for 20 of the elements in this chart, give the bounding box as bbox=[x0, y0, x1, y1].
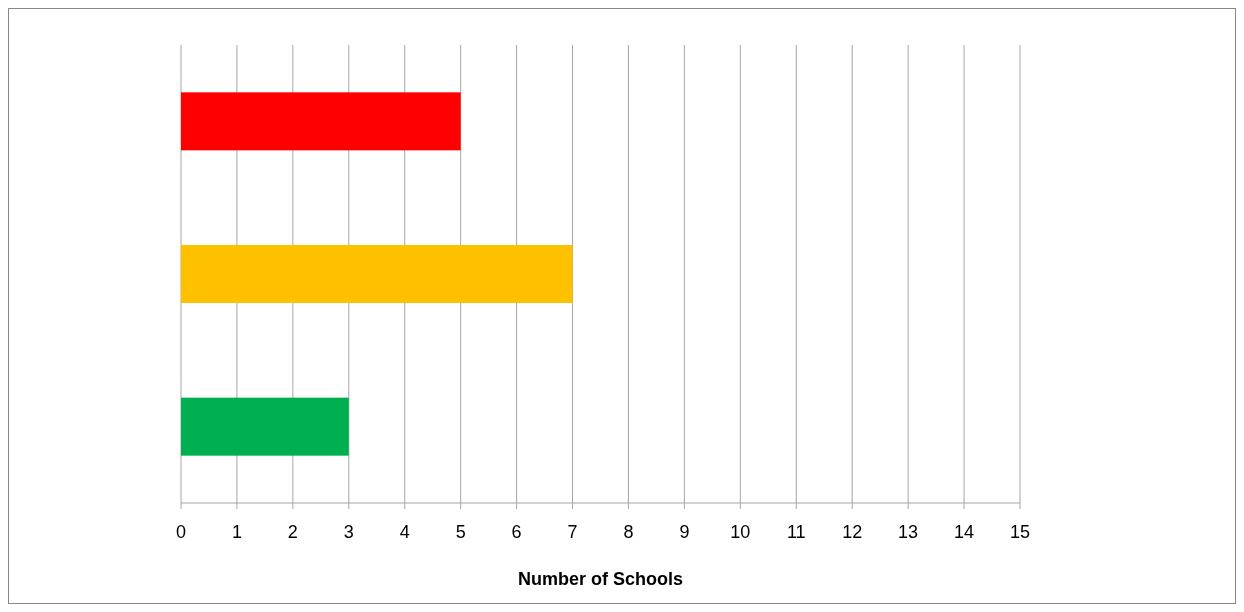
bar bbox=[181, 244, 573, 304]
x-tick-label: 10 bbox=[730, 522, 751, 542]
x-tick-label: 4 bbox=[399, 522, 410, 542]
x-tick-label: 2 bbox=[287, 522, 298, 542]
x-tick-label: 13 bbox=[898, 522, 919, 542]
x-tick-label: 1 bbox=[231, 522, 242, 542]
x-tick-label: 5 bbox=[455, 522, 466, 542]
x-tick-label: 15 bbox=[1009, 522, 1031, 542]
x-tick-label: 3 bbox=[343, 522, 354, 542]
x-tick-label: 12 bbox=[842, 522, 863, 542]
x-axis-title: Number of Schools bbox=[517, 569, 684, 589]
x-tick-label: 11 bbox=[786, 522, 806, 542]
x-tick-label: 6 bbox=[511, 522, 522, 542]
x-tick-label: 0 bbox=[175, 522, 187, 542]
x-tick-label: 8 bbox=[623, 522, 634, 542]
bar bbox=[181, 397, 349, 456]
x-tick-label: 14 bbox=[954, 522, 975, 542]
bar bbox=[181, 92, 461, 151]
x-tick-label: 9 bbox=[679, 522, 690, 542]
x-tick-label: 7 bbox=[567, 522, 578, 542]
